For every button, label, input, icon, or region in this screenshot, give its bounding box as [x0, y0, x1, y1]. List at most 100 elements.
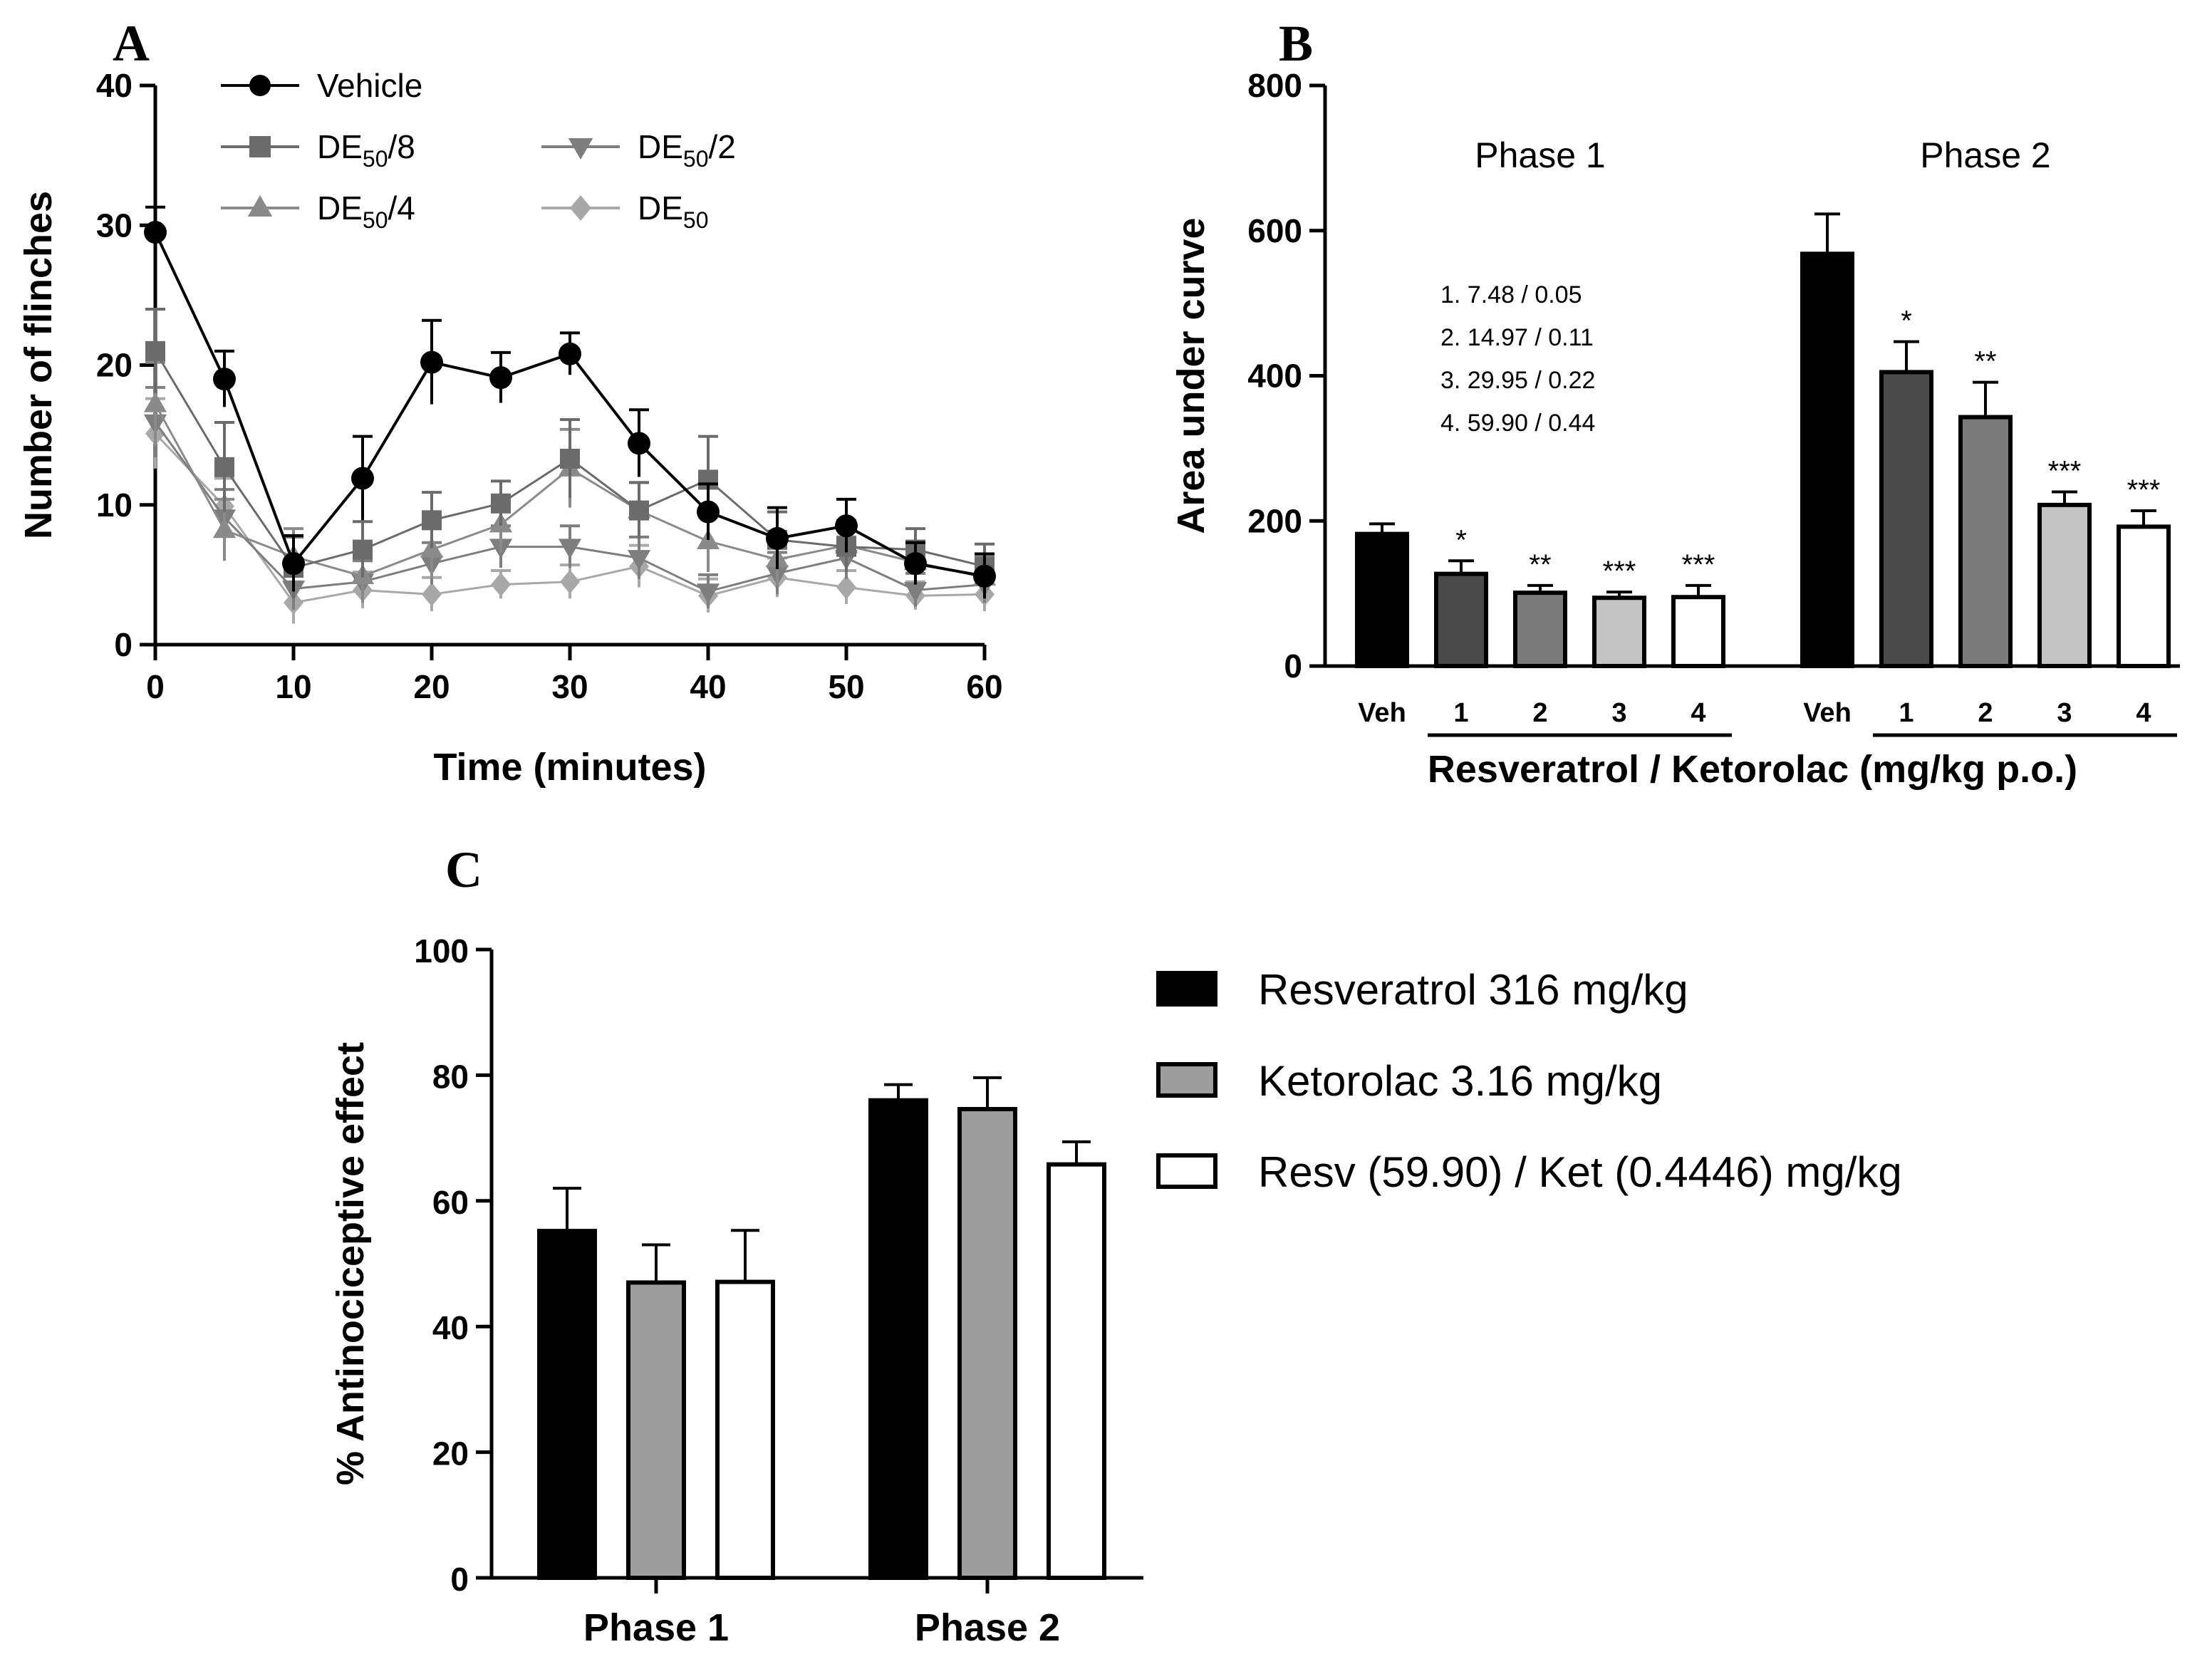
dose-note: 4. 59.90 / 0.44	[1440, 410, 1595, 437]
legend: Vehicle DE50/8 DE50/4 DE50/2 DE50	[221, 67, 736, 233]
x-tick-label: 30	[551, 668, 588, 705]
significance-marker: ***	[1603, 556, 1636, 587]
bar	[1513, 591, 1567, 669]
bar	[715, 1279, 775, 1580]
legend-label: Vehicle	[317, 67, 422, 104]
y-tick-label: 20	[432, 1435, 469, 1472]
group-phase-1: Veh 1 * 2 ** 3 *** 4 *** Phase 1	[1355, 135, 1732, 737]
y-tick-label: 0	[114, 626, 133, 663]
data-point	[422, 510, 442, 531]
category-label: 3	[1611, 698, 1626, 728]
x-tick-label: 60	[966, 668, 1002, 705]
legend-marker	[249, 136, 271, 157]
bar	[1671, 595, 1725, 668]
significance-marker: *	[1901, 306, 1912, 337]
y-tick-label: 60	[432, 1184, 469, 1221]
significance-marker: *	[1455, 524, 1467, 556]
category-label: 1	[1453, 698, 1468, 728]
legend-swatch	[1156, 1062, 1217, 1098]
data-point	[766, 526, 789, 550]
bar	[626, 1280, 686, 1580]
y-tick-label: 80	[432, 1058, 469, 1095]
bar	[1800, 251, 1854, 669]
legend-swatch	[1156, 1153, 1217, 1189]
y-tick-label: 20	[96, 347, 133, 384]
bar	[2117, 524, 2171, 669]
data-point	[214, 457, 234, 477]
legend-label: DE50/4	[317, 189, 415, 233]
significance-marker: ***	[2048, 456, 2082, 487]
category-label: Veh	[1358, 698, 1406, 728]
bar	[1879, 370, 1933, 668]
data-point	[353, 539, 373, 560]
data-point	[212, 518, 237, 539]
data-point	[143, 392, 167, 412]
legend-label: DE50/8	[317, 128, 415, 172]
data-point	[628, 432, 650, 455]
category-label: Veh	[1803, 698, 1852, 728]
category-label: 4	[1691, 698, 1705, 728]
dose-note: 3. 29.95 / 0.22	[1440, 367, 1595, 394]
data-point	[145, 340, 165, 361]
data-point	[973, 564, 996, 588]
y-tick-label: 40	[432, 1309, 469, 1346]
data-point	[904, 552, 927, 576]
series-vehicle	[144, 205, 996, 599]
category-label: 2	[1532, 698, 1547, 728]
y-tick-label: 100	[414, 932, 469, 969]
panel-b-letter: B	[1279, 15, 1313, 72]
bar	[537, 1229, 597, 1580]
dose-note: 2. 14.97 / 0.11	[1440, 324, 1594, 351]
x-tick-label: 20	[413, 668, 450, 705]
panel-c-letter: C	[445, 841, 482, 898]
group-title: Phase 1	[1475, 135, 1605, 175]
data-point	[697, 500, 720, 524]
data-point	[696, 583, 720, 604]
data-point	[491, 572, 511, 597]
significance-marker: **	[1974, 346, 1996, 378]
panel-b: B 0 200 400 600 800 Area under curve Veh 1 * 2 ** 3 *…	[1170, 15, 2180, 791]
y-tick-label: 10	[96, 487, 133, 524]
y-tick-label: 400	[1247, 358, 1302, 395]
y-tick-label: 800	[1247, 67, 1302, 104]
significance-marker: ***	[2127, 474, 2161, 506]
data-point	[351, 467, 374, 490]
category-label: 4	[2136, 698, 2151, 728]
category-label: 2	[1978, 698, 1993, 728]
x-axis-title: Resveratrol / Ketorolac (mg/kg p.o.)	[1428, 748, 2077, 791]
panel-c: C 0 20 40 60 80 100 % Antinociceptive effect Pha…	[329, 841, 1902, 1649]
x-tick-label: 10	[275, 668, 311, 705]
x-tick-label: 50	[828, 668, 864, 705]
y-axis-title: Area under curve	[1170, 217, 1213, 534]
legend-label: Resv (59.90) / Ket (0.4446) mg/kg	[1258, 1148, 1902, 1196]
data-point	[560, 569, 580, 594]
bar	[1355, 531, 1409, 669]
y-tick-label: 0	[450, 1561, 469, 1598]
x-tick-label: 40	[690, 668, 726, 705]
data-point	[835, 514, 858, 538]
data-point	[560, 448, 580, 469]
group-phase-1: Phase 1	[537, 1187, 775, 1649]
bar	[1434, 571, 1488, 669]
y-tick-label: 30	[96, 207, 133, 244]
group-title: Phase 2	[1920, 135, 2050, 175]
y-tick-label: 0	[1284, 648, 1302, 685]
bar	[1047, 1162, 1106, 1581]
data-point	[213, 368, 236, 391]
data-point	[422, 582, 442, 607]
y-axis-title: Number of flinches	[17, 191, 60, 539]
data-point	[558, 539, 582, 559]
category-label: Phase 2	[915, 1606, 1060, 1649]
data-point	[629, 500, 649, 521]
dose-note: 1. 7.48 / 0.05	[1440, 281, 1582, 308]
legend-marker	[568, 138, 593, 160]
legend-marker	[570, 195, 591, 221]
data-point	[903, 582, 928, 603]
y-tick-label: 600	[1247, 212, 1302, 249]
bar	[1958, 415, 2013, 668]
category-label: 1	[1899, 698, 1914, 728]
data-point	[282, 552, 305, 576]
significance-marker: ***	[1682, 549, 1715, 581]
bar	[957, 1107, 1017, 1580]
